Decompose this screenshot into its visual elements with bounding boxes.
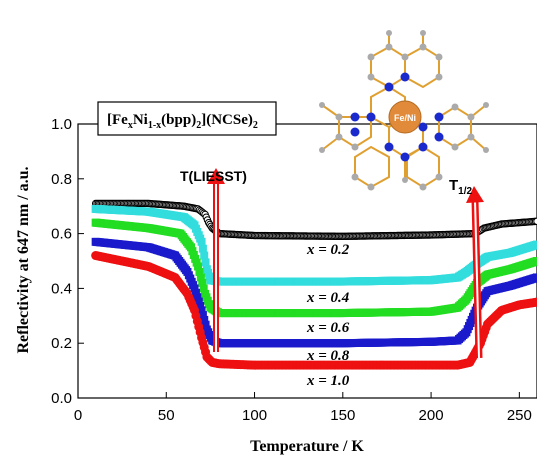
data-point xyxy=(200,251,209,260)
molecule-illustration: Fe/Ni xyxy=(319,30,489,191)
x-tick-label: 200 xyxy=(419,407,444,424)
data-point xyxy=(199,284,208,293)
x-tick-label: 150 xyxy=(330,407,355,424)
thalf-label: T1/2 xyxy=(449,177,473,197)
y-tick-label: 0.0 xyxy=(51,390,72,407)
liesst-arrow xyxy=(207,168,225,352)
data-point xyxy=(195,267,204,276)
data-point xyxy=(200,315,209,324)
series-label-0.6: x = 0.6 xyxy=(306,320,350,336)
data-point xyxy=(190,284,199,293)
data-point xyxy=(201,320,210,329)
series-layer xyxy=(91,199,537,370)
data-point xyxy=(196,301,205,310)
formula-box: [FexNi1-x(bpp)2](NCSe)2 xyxy=(97,101,277,136)
data-point xyxy=(194,297,203,306)
data-point xyxy=(198,278,207,287)
y-tick-label: 1.0 xyxy=(51,116,72,133)
series-label-0.8: x = 0.8 xyxy=(306,348,350,364)
x-axis-title: Temperature / K xyxy=(250,438,364,455)
series-0.4 xyxy=(91,204,537,286)
formula-text: [FexNi1-x(bpp)2](NCSe)2 xyxy=(107,112,258,131)
y-tick-label: 0.4 xyxy=(51,280,72,297)
x-tick-label: 50 xyxy=(158,407,175,424)
thalf-arrow xyxy=(466,186,484,359)
series-label-0.4: x = 0.4 xyxy=(306,290,350,306)
y-tick-label: 0.8 xyxy=(51,171,72,188)
y-tick-label: 0.6 xyxy=(51,226,72,243)
data-point xyxy=(197,306,206,315)
series-1.0 xyxy=(91,251,537,370)
data-point xyxy=(193,293,202,302)
data-point xyxy=(194,262,203,271)
data-point xyxy=(191,288,200,297)
data-point xyxy=(197,237,206,246)
data-point xyxy=(201,258,210,267)
data-point xyxy=(196,273,205,282)
y-axis-ticks: 0.0 0.2 0.4 0.6 0.8 1.0 xyxy=(51,116,84,407)
x-axis-ticks: 0 50 100 150 200 250 xyxy=(74,392,532,424)
series-label-1.0: x = 1.0 xyxy=(306,373,350,389)
series-label-0.2: x = 0.2 xyxy=(306,242,350,258)
y-tick-label: 0.2 xyxy=(51,335,72,352)
plot-frame xyxy=(77,123,537,399)
data-point xyxy=(533,240,537,249)
series-0.6 xyxy=(91,218,537,318)
data-point xyxy=(532,297,537,307)
data-point xyxy=(198,244,207,253)
x-tick-label: 0 xyxy=(74,407,82,424)
y-axis-title: Reflectivity at 647 nm / a.u. xyxy=(15,166,32,353)
molecule-metal-label: Fe/Ni xyxy=(394,113,416,123)
x-tick-label: 100 xyxy=(242,407,267,424)
data-point xyxy=(198,311,207,320)
data-point xyxy=(533,257,537,265)
data-point xyxy=(533,273,537,282)
liesst-label: T(LIESST) xyxy=(180,168,247,184)
x-tick-label: 250 xyxy=(507,407,532,424)
